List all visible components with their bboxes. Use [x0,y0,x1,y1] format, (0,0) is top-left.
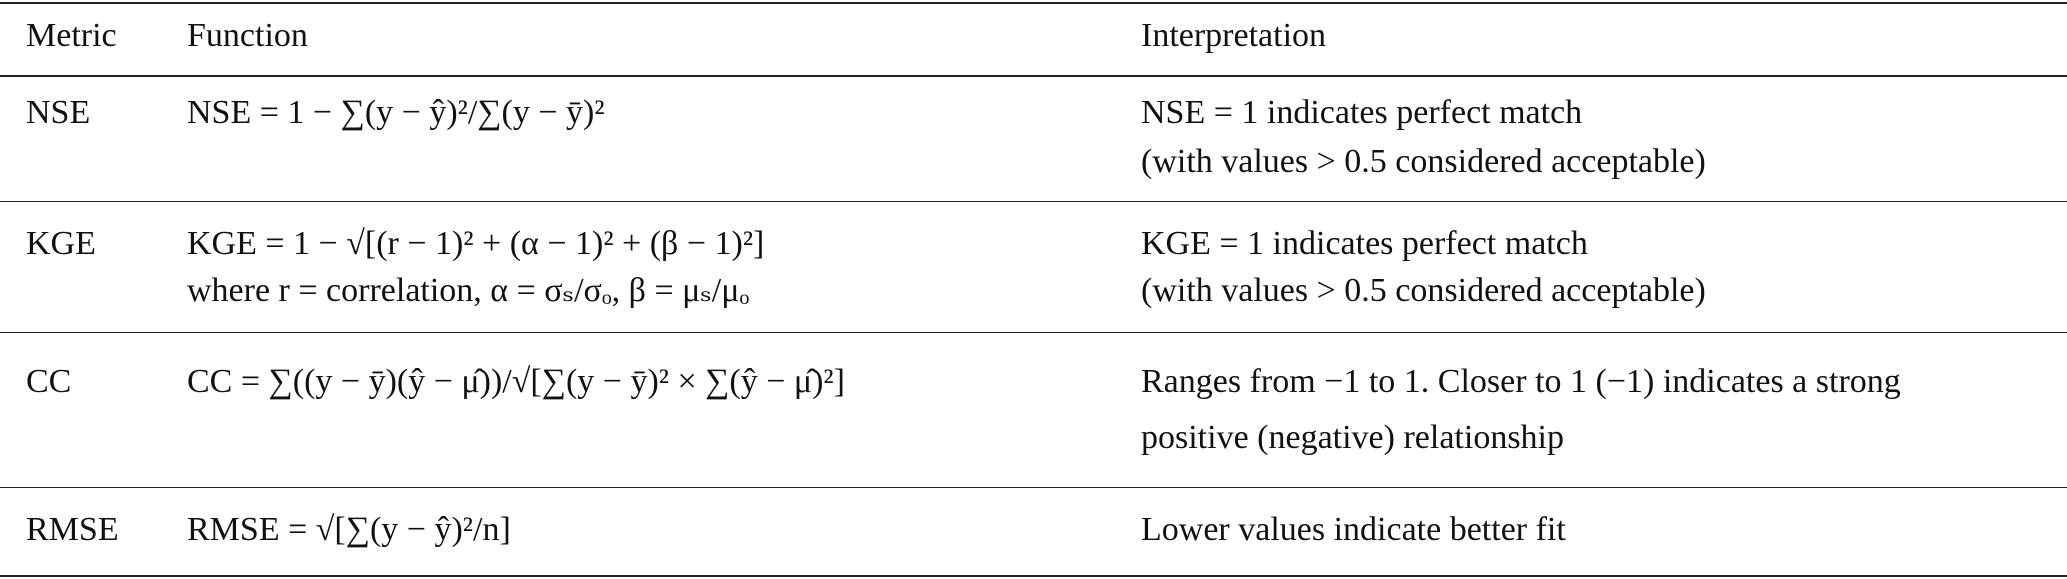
interpretation: (with values > 0.5 considered acceptable… [1141,143,1706,180]
interpretation: Lower values indicate better fit [1141,511,1566,548]
row-rule [0,332,2067,333]
interpretation: KGE = 1 indicates perfect match [1141,225,1588,262]
metric-name: NSE [26,94,91,131]
formula: NSE = 1 − ∑(y − ŷ)²/∑(y − ȳ)² [187,94,605,131]
metric-name: RMSE [26,511,119,548]
formula: CC = ∑((y − ȳ)(ŷ − μ̂))/√[∑(y − ȳ)² × ∑(… [187,363,845,400]
interpretation: (with values > 0.5 considered acceptable… [1141,272,1706,309]
interpretation: positive (negative) relationship [1141,419,1564,456]
metric-name: CC [26,363,72,400]
metric-name: KGE [26,225,96,262]
function-header: Function [187,17,308,54]
interpretation: Ranges from −1 to 1. Closer to 1 (−1) in… [1141,363,1901,400]
row-rule [0,201,2067,202]
row-rule [0,487,2067,488]
interpretation-header: Interpretation [1141,17,1327,54]
formula: where r = correlation, α = σₛ/σₒ, β = μₛ… [187,272,750,309]
bottom-rule [0,575,2067,577]
formula: RMSE = √[∑(y − ŷ)²/n] [187,511,511,548]
header-rule [0,75,2067,77]
top-rule [0,2,2067,4]
interpretation: NSE = 1 indicates perfect match [1141,94,1583,131]
metric-header: Metric [26,17,117,54]
formula: KGE = 1 − √[(r − 1)² + (α − 1)² + (β − 1… [187,225,765,262]
